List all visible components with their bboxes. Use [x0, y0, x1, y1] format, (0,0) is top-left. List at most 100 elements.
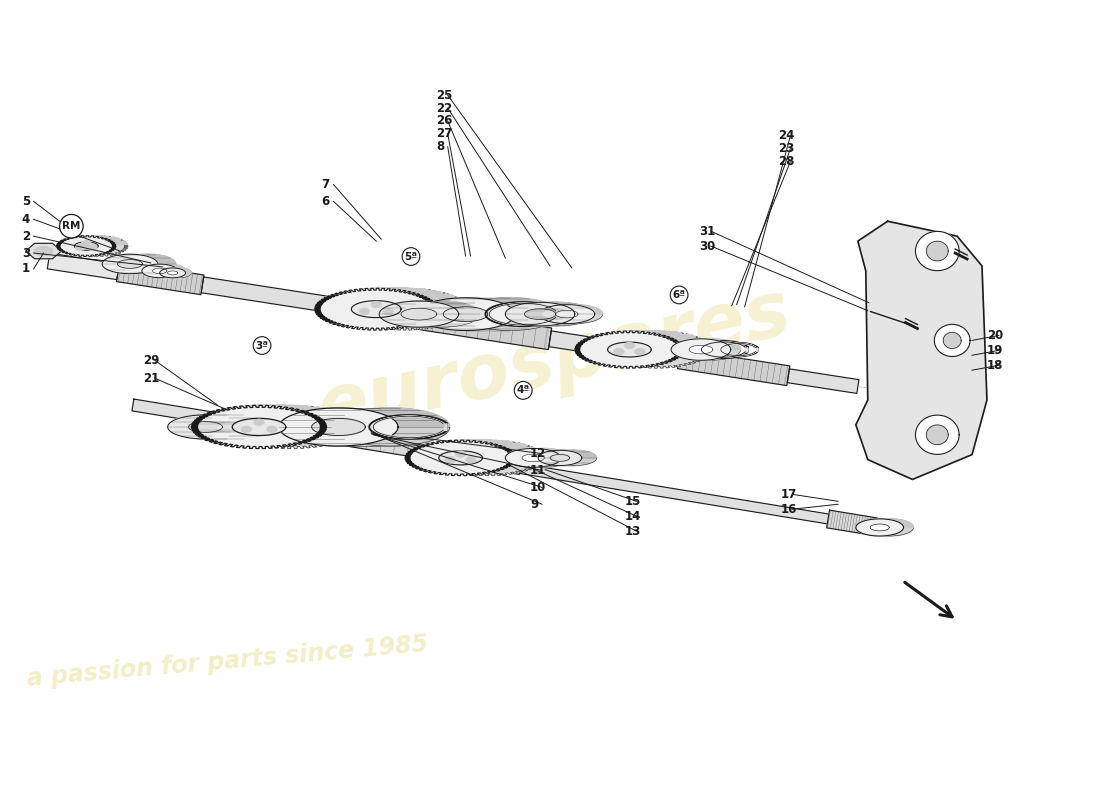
Polygon shape [720, 343, 758, 356]
Polygon shape [431, 442, 461, 444]
Polygon shape [439, 451, 483, 465]
Polygon shape [329, 296, 363, 297]
Polygon shape [294, 409, 329, 410]
Polygon shape [213, 411, 250, 412]
Polygon shape [502, 447, 534, 449]
Polygon shape [856, 519, 913, 527]
Polygon shape [132, 399, 283, 435]
Polygon shape [575, 331, 684, 368]
Polygon shape [330, 408, 450, 446]
Polygon shape [67, 238, 81, 239]
Polygon shape [608, 333, 638, 334]
Text: 6: 6 [321, 195, 330, 208]
Polygon shape [539, 305, 595, 323]
Polygon shape [675, 340, 705, 341]
Polygon shape [351, 301, 402, 318]
Polygon shape [915, 231, 959, 270]
Polygon shape [421, 297, 455, 298]
Polygon shape [635, 349, 645, 354]
Polygon shape [402, 301, 481, 327]
Polygon shape [671, 339, 730, 360]
Text: 22: 22 [436, 102, 452, 114]
Polygon shape [449, 441, 477, 442]
Polygon shape [277, 406, 310, 408]
Polygon shape [34, 246, 53, 255]
Polygon shape [195, 420, 228, 421]
Text: 26: 26 [436, 114, 452, 127]
Polygon shape [167, 415, 243, 439]
Polygon shape [584, 342, 613, 343]
Polygon shape [788, 369, 859, 394]
Text: 17: 17 [780, 488, 796, 501]
Polygon shape [47, 253, 119, 280]
Polygon shape [614, 349, 624, 354]
Polygon shape [383, 309, 393, 314]
Text: 30: 30 [698, 239, 715, 253]
Polygon shape [670, 338, 702, 340]
Polygon shape [603, 331, 712, 368]
Text: 12: 12 [530, 447, 547, 460]
Polygon shape [416, 298, 560, 314]
Polygon shape [223, 406, 359, 449]
Polygon shape [580, 348, 608, 349]
Polygon shape [268, 406, 300, 407]
Polygon shape [89, 236, 101, 237]
Polygon shape [81, 236, 94, 237]
Polygon shape [87, 244, 97, 250]
Text: 10: 10 [530, 481, 547, 494]
Polygon shape [483, 442, 513, 443]
Polygon shape [300, 411, 336, 413]
Text: 3: 3 [22, 246, 30, 259]
Polygon shape [402, 308, 437, 320]
Polygon shape [230, 407, 265, 409]
Polygon shape [556, 310, 578, 318]
Text: 5ª: 5ª [405, 251, 418, 262]
Polygon shape [446, 457, 455, 462]
Polygon shape [466, 457, 476, 462]
Text: 28: 28 [779, 155, 795, 168]
Polygon shape [166, 268, 191, 278]
Polygon shape [617, 331, 646, 333]
Polygon shape [505, 302, 575, 326]
Polygon shape [323, 298, 359, 299]
Polygon shape [505, 449, 571, 458]
Polygon shape [317, 420, 350, 421]
Polygon shape [866, 519, 913, 536]
Polygon shape [191, 426, 223, 427]
Polygon shape [56, 236, 116, 257]
Polygon shape [416, 298, 515, 330]
Polygon shape [334, 294, 368, 295]
Polygon shape [207, 413, 243, 414]
Polygon shape [593, 336, 624, 337]
Text: 2: 2 [22, 230, 30, 242]
Polygon shape [426, 299, 460, 300]
Text: 4ª: 4ª [517, 386, 530, 395]
Polygon shape [601, 334, 630, 335]
Text: 18: 18 [987, 358, 1003, 372]
Polygon shape [934, 324, 970, 357]
Polygon shape [490, 443, 520, 445]
Text: 8: 8 [436, 140, 444, 154]
Text: 27: 27 [436, 127, 452, 140]
Polygon shape [118, 259, 143, 268]
Text: 15: 15 [625, 494, 641, 508]
Polygon shape [57, 243, 69, 244]
Polygon shape [553, 450, 596, 466]
Polygon shape [372, 302, 382, 307]
Text: 25: 25 [436, 89, 452, 102]
Polygon shape [279, 408, 398, 446]
Polygon shape [443, 306, 488, 322]
Polygon shape [142, 264, 186, 271]
Polygon shape [341, 292, 374, 294]
Polygon shape [382, 288, 411, 290]
Polygon shape [405, 440, 516, 476]
Text: 1: 1 [22, 262, 30, 275]
Polygon shape [410, 456, 438, 457]
Text: 29: 29 [143, 354, 160, 366]
Text: 21: 21 [143, 372, 160, 385]
Polygon shape [458, 440, 486, 442]
Polygon shape [75, 242, 98, 250]
Polygon shape [607, 342, 651, 357]
Polygon shape [102, 254, 176, 264]
Polygon shape [926, 425, 948, 445]
